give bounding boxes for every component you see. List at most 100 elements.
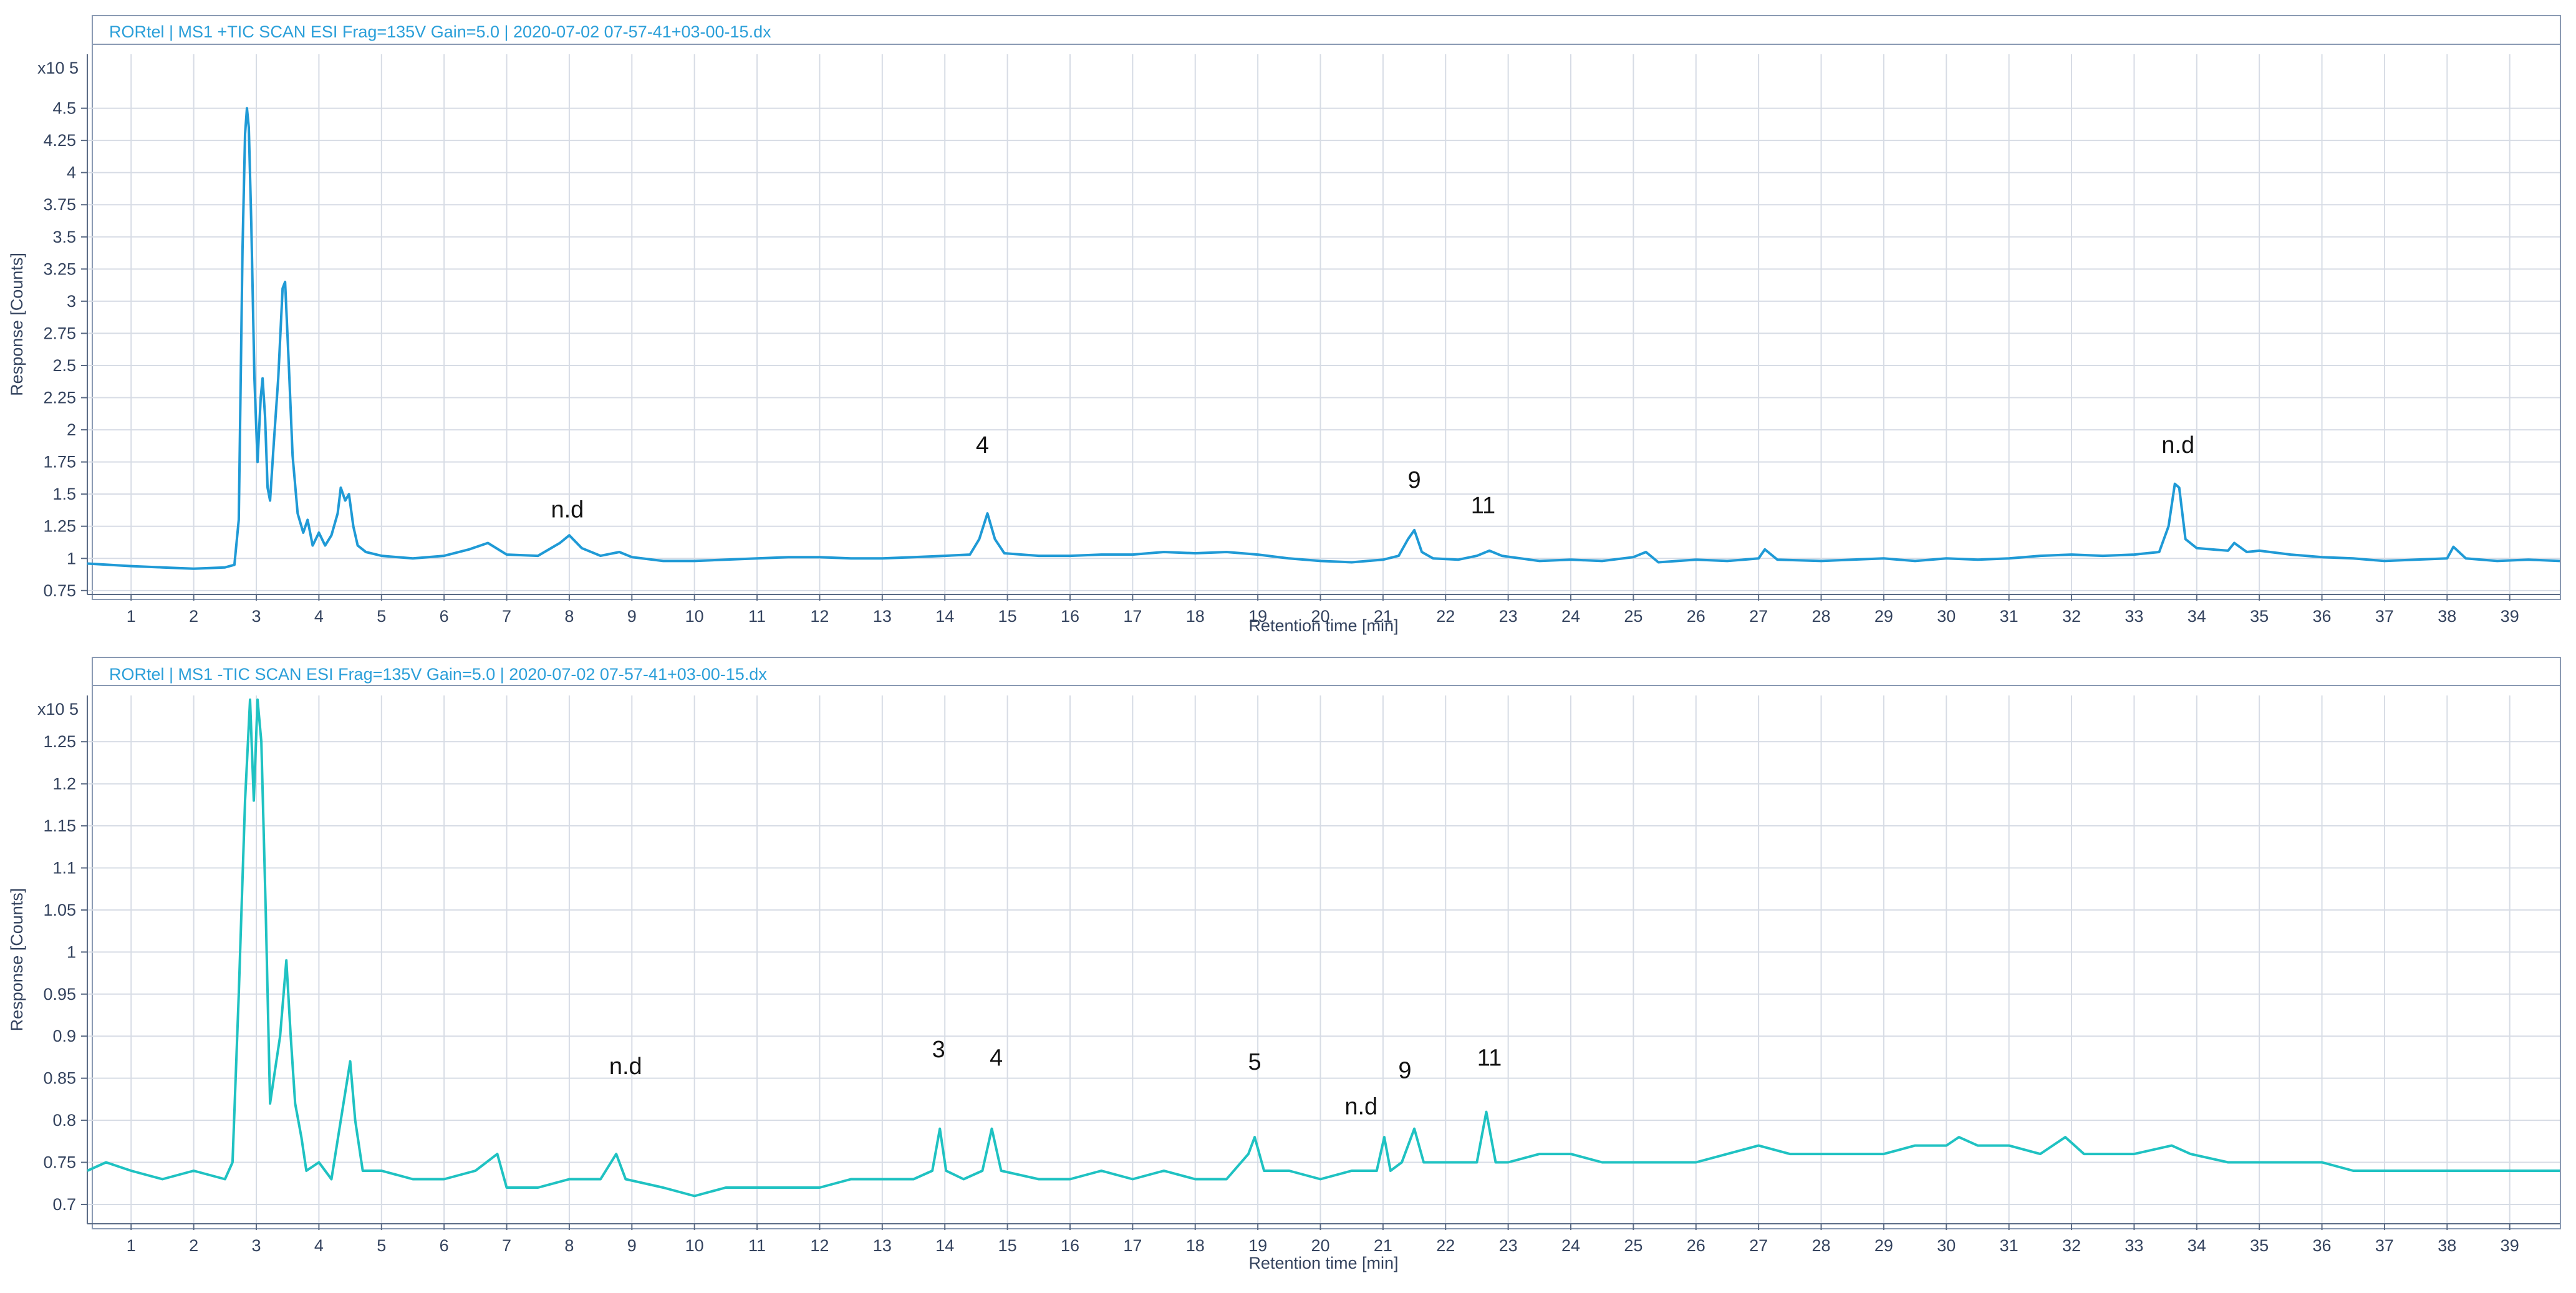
y-tick-label: 4.5 [52, 99, 76, 118]
x-tick-label: 17 [1123, 1236, 1142, 1255]
series-line [87, 107, 2560, 570]
x-tick-label: 32 [2062, 1236, 2081, 1255]
x-tick-label: 31 [2000, 1236, 2019, 1255]
peak-annotation: 9 [1407, 467, 1421, 493]
x-tick-label: 4 [314, 1236, 324, 1255]
y-axis-label: Response [Counts] [7, 253, 26, 396]
peak-annotation: 11 [1477, 1045, 1502, 1071]
x-tick-label: 13 [873, 1236, 892, 1255]
y-tick-label: 2 [67, 420, 76, 439]
y-tick-label: 3 [67, 292, 76, 311]
x-tick-label: 2 [189, 1236, 198, 1255]
x-tick-label: 20 [1311, 607, 1329, 626]
x-tick-label: 14 [935, 607, 954, 626]
x-tick-label: 26 [1687, 607, 1705, 626]
x-tick-label: 14 [935, 1236, 954, 1255]
y-tick-label: 0.75 [43, 1153, 76, 1172]
x-tick-label: 24 [1561, 607, 1580, 626]
y-tick-label: 0.8 [52, 1111, 76, 1130]
x-tick-label: 8 [564, 607, 574, 626]
chart-frame [92, 15, 2561, 600]
y-tick-label: 3.25 [43, 259, 76, 278]
peak-annotation: n.d [551, 496, 584, 523]
peak-annotation: n.d [1344, 1094, 1377, 1120]
y-tick-label: 3.5 [52, 228, 76, 246]
x-tick-label: 26 [1687, 1236, 1705, 1255]
peak-annotation: 11 [1471, 493, 1495, 519]
chart-panel-positive: 1 2 3 4 5 6 7 8 9 10 11 12 13 14 15 16 17 18 19 20 21 22 23 24 2… [0, 0, 2576, 645]
x-tick-label: 5 [377, 607, 386, 626]
x-tick-label: 20 [1311, 1236, 1329, 1255]
y-tick-label: 1.5 [52, 485, 76, 503]
x-tick-label: 33 [2125, 1236, 2143, 1255]
x-tick-label: 35 [2250, 1236, 2269, 1255]
x-axis-label: Retention time [min] [1248, 1254, 1398, 1272]
x-tick-label: 23 [1499, 1236, 1518, 1255]
chart-negative-svg: 1 2 3 4 5 6 7 8 9 10 11 12 13 14 15 16 17 18 19 20 21 22 23 24 2… [7, 657, 2561, 1272]
x-tick-label: 11 [748, 1236, 766, 1255]
x-tick-label: 16 [1061, 607, 1079, 626]
x-tick-label: 12 [810, 1236, 829, 1255]
x-tick-label: 38 [2438, 607, 2456, 626]
x-tick-label: 39 [2501, 607, 2519, 626]
x-tick-label: 11 [748, 607, 766, 626]
y-tick-label: 4 [67, 163, 76, 182]
x-tick-label: 33 [2125, 607, 2143, 626]
chart-panel-negative: 1 2 3 4 5 6 7 8 9 10 11 12 13 14 15 16 17 18 19 20 21 22 23 24 2… [0, 645, 2576, 1290]
y-tick-label: 1.05 [43, 901, 76, 919]
x-tick-label: 10 [685, 1236, 704, 1255]
x-tick-label: 39 [2501, 1236, 2519, 1255]
y-tick-label: 0.75 [43, 581, 76, 600]
x-tick-label: 6 [440, 607, 449, 626]
x-tick-label: 19 [1248, 607, 1267, 626]
y-tick-label: 0.85 [43, 1069, 76, 1088]
x-tick-label: 38 [2438, 1236, 2456, 1255]
trace-title: RORtel | MS1 -TIC SCAN ESI Frag=135V Gai… [109, 665, 767, 684]
peak-annotation: 4 [990, 1045, 1003, 1071]
y-tick-label: 2.5 [52, 356, 76, 375]
y-tick-label: 1.25 [43, 517, 76, 536]
y-tick-label: 2.25 [43, 389, 76, 407]
x-tick-label: 5 [377, 1236, 386, 1255]
x-tick-label: 1 [127, 1236, 136, 1255]
y-tick-label: 2.75 [43, 324, 76, 342]
x-tick-label: 21 [1374, 607, 1392, 626]
x-tick-label: 18 [1186, 1236, 1205, 1255]
x-tick-label: 24 [1561, 1236, 1580, 1255]
x-tick-label: 28 [1811, 607, 1830, 626]
x-tick-label: 25 [1624, 1236, 1643, 1255]
x-tick-label: 18 [1186, 607, 1205, 626]
x-tick-label: 29 [1874, 607, 1893, 626]
x-tick-label: 25 [1624, 607, 1643, 626]
x-tick-label: 7 [502, 607, 511, 626]
y-tick-label: 4.25 [43, 131, 76, 150]
x-tick-label: 29 [1874, 1236, 1893, 1255]
x-tick-label: 21 [1374, 1236, 1392, 1255]
x-tick-label: 22 [1436, 607, 1455, 626]
peak-annotation: 3 [932, 1037, 945, 1063]
peak-annotation: 4 [976, 432, 989, 458]
x-tick-label: 34 [2188, 607, 2206, 626]
x-tick-label: 17 [1123, 607, 1142, 626]
x-tick-label: 13 [873, 607, 892, 626]
x-tick-label: 2 [189, 607, 198, 626]
x-tick-label: 7 [502, 1236, 511, 1255]
x-tick-label: 36 [2313, 1236, 2332, 1255]
y-tick-label: 1 [67, 549, 76, 568]
x-tick-label: 4 [314, 607, 324, 626]
x-tick-label: 34 [2188, 1236, 2206, 1255]
series-line [87, 698, 2560, 1198]
y-tick-label: 1.25 [43, 732, 76, 751]
y-tick-label: 1.15 [43, 816, 76, 835]
x-tick-label: 37 [2375, 1236, 2394, 1255]
y-tick-label: 1 [67, 942, 76, 961]
x-tick-label: 15 [998, 1236, 1017, 1255]
x-tick-label: 1 [127, 607, 136, 626]
peak-annotation: 5 [1248, 1049, 1261, 1075]
x-tick-label: 31 [2000, 607, 2019, 626]
x-tick-label: 28 [1811, 1236, 1830, 1255]
x-axis-label: Retention time [min] [1248, 616, 1398, 635]
y-multiplier-label: x10 5 [37, 700, 79, 719]
x-tick-label: 35 [2250, 607, 2269, 626]
x-tick-label: 10 [685, 607, 704, 626]
